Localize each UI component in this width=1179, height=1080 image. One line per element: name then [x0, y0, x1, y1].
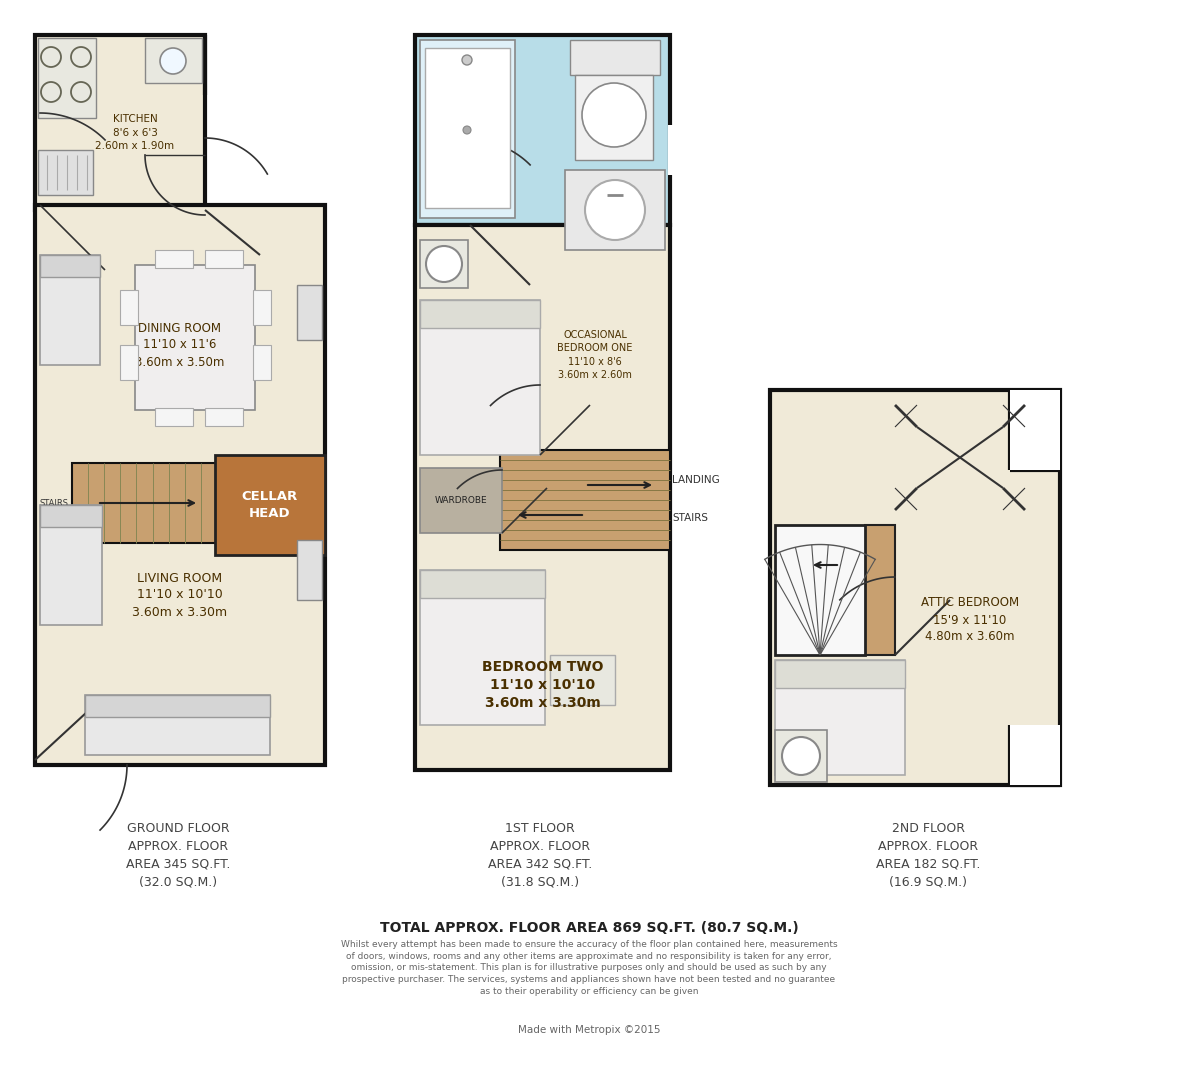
Bar: [1010, 725, 1060, 785]
Text: LIVING ROOM
11'10 x 10'10
3.60m x 3.30m: LIVING ROOM 11'10 x 10'10 3.60m x 3.30m: [132, 571, 228, 619]
Bar: [865, 525, 895, 654]
Bar: [415, 225, 670, 770]
Text: WARDROBE: WARDROBE: [435, 496, 487, 505]
Text: TOTAL APPROX. FLOOR AREA 869 SQ.FT. (80.7 SQ.M.): TOTAL APPROX. FLOOR AREA 869 SQ.FT. (80.…: [380, 921, 798, 935]
Text: LANDING: LANDING: [672, 475, 719, 485]
Bar: [297, 540, 322, 600]
Bar: [35, 35, 205, 210]
Text: 2ND FLOOR
APPROX. FLOOR
AREA 182 SQ.FT.
(16.9 SQ.M.): 2ND FLOOR APPROX. FLOOR AREA 182 SQ.FT. …: [876, 822, 980, 889]
Circle shape: [463, 126, 470, 134]
Text: GROUND FLOOR
APPROX. FLOOR
AREA 345 SQ.FT.
(32.0 SQ.M.): GROUND FLOOR APPROX. FLOOR AREA 345 SQ.F…: [126, 822, 230, 889]
Bar: [575, 75, 653, 160]
Bar: [775, 660, 905, 688]
Bar: [420, 468, 502, 534]
Bar: [85, 696, 270, 717]
Bar: [415, 35, 670, 225]
Bar: [420, 570, 545, 725]
Bar: [770, 390, 1060, 785]
Bar: [40, 255, 100, 365]
Bar: [145, 38, 202, 83]
Bar: [668, 125, 680, 175]
Bar: [420, 40, 515, 218]
Text: ATTIC BEDROOM
15'9 x 11'10
4.80m x 3.60m: ATTIC BEDROOM 15'9 x 11'10 4.80m x 3.60m: [921, 596, 1019, 644]
Bar: [38, 38, 95, 118]
Bar: [1010, 390, 1060, 470]
Bar: [40, 255, 100, 276]
Text: Whilst every attempt has been made to ensure the accuracy of the floor plan cont: Whilst every attempt has been made to en…: [341, 940, 837, 996]
Bar: [40, 505, 103, 527]
Circle shape: [585, 180, 645, 240]
Text: 1ST FLOOR
APPROX. FLOOR
AREA 342 SQ.FT.
(31.8 SQ.M.): 1ST FLOOR APPROX. FLOOR AREA 342 SQ.FT. …: [488, 822, 592, 889]
Text: STAIRS: STAIRS: [40, 499, 70, 508]
Bar: [154, 249, 193, 268]
Text: Made with Metropix ©2015: Made with Metropix ©2015: [518, 1025, 660, 1035]
Text: DINING ROOM
11'10 x 11'6
3.60m x 3.50m: DINING ROOM 11'10 x 11'6 3.60m x 3.50m: [136, 322, 225, 368]
Circle shape: [426, 246, 462, 282]
Bar: [420, 300, 540, 328]
Bar: [297, 285, 322, 340]
Bar: [253, 345, 271, 380]
Bar: [775, 730, 826, 782]
Bar: [420, 240, 468, 288]
Bar: [565, 170, 665, 249]
Circle shape: [582, 83, 646, 147]
Text: STAIRS: STAIRS: [672, 513, 709, 523]
Circle shape: [782, 737, 821, 775]
Bar: [500, 450, 670, 550]
Bar: [136, 265, 255, 410]
Bar: [420, 300, 540, 455]
Bar: [85, 696, 270, 755]
Text: OCCASIONAL
BEDROOM ONE
11'10 x 8'6
3.60m x 2.60m: OCCASIONAL BEDROOM ONE 11'10 x 8'6 3.60m…: [558, 330, 633, 380]
Bar: [775, 525, 865, 654]
Bar: [420, 570, 545, 598]
Circle shape: [462, 55, 472, 65]
Bar: [569, 40, 660, 75]
Bar: [120, 345, 138, 380]
Text: KITCHEN
8'6 x 6'3
2.60m x 1.90m: KITCHEN 8'6 x 6'3 2.60m x 1.90m: [95, 114, 174, 151]
Bar: [205, 408, 243, 426]
Bar: [775, 660, 905, 775]
Bar: [215, 455, 325, 555]
Bar: [40, 505, 103, 625]
Text: BEDROOM TWO
11'10 x 10'10
3.60m x 3.30m: BEDROOM TWO 11'10 x 10'10 3.60m x 3.30m: [482, 660, 604, 711]
Bar: [120, 291, 138, 325]
Bar: [72, 463, 217, 543]
Bar: [35, 205, 325, 765]
Bar: [205, 249, 243, 268]
Bar: [154, 408, 193, 426]
Circle shape: [160, 48, 186, 75]
Bar: [253, 291, 271, 325]
Bar: [424, 48, 511, 208]
Bar: [549, 654, 615, 705]
Text: CELLAR
HEAD: CELLAR HEAD: [242, 490, 298, 519]
Bar: [38, 150, 93, 195]
